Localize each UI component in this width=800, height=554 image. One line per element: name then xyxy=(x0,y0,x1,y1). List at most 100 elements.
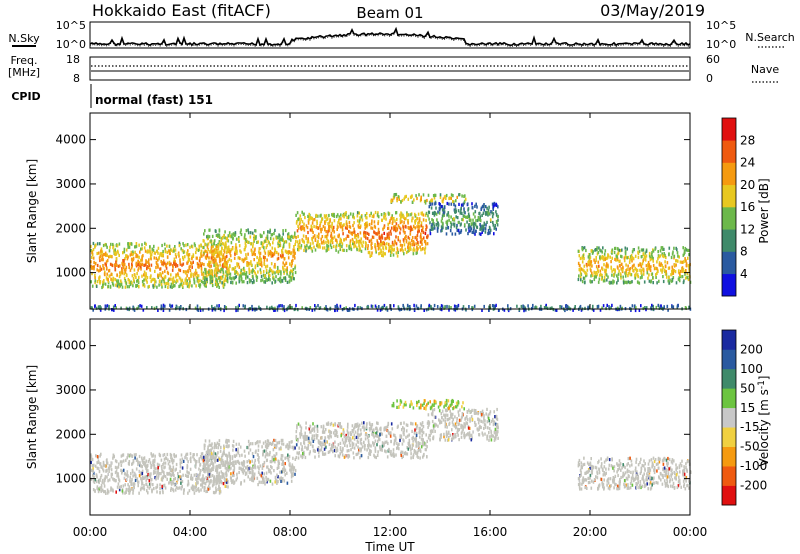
echo-cell xyxy=(339,441,342,445)
echo-cell xyxy=(624,250,627,254)
echo-cell xyxy=(265,453,267,457)
echo-cell xyxy=(371,305,374,309)
echo-cell xyxy=(199,262,202,266)
echo-cell xyxy=(334,238,337,242)
echo-cell xyxy=(110,468,113,472)
echo-cell xyxy=(217,442,220,447)
echo-cell xyxy=(410,227,413,232)
echo-cell xyxy=(366,236,369,241)
echo-cell xyxy=(96,280,99,284)
echo-cell xyxy=(685,248,687,252)
echo-cell xyxy=(629,267,632,271)
echo-cell xyxy=(358,240,360,244)
echo-cell xyxy=(216,441,219,445)
echo-cell xyxy=(328,221,331,225)
echo-cell xyxy=(294,251,296,255)
echo-cell xyxy=(110,277,112,281)
echo-cell xyxy=(454,204,457,208)
echo-cell xyxy=(213,252,216,256)
echo-cell xyxy=(426,198,428,203)
echo-cell xyxy=(614,257,616,261)
echo-cell xyxy=(154,269,156,273)
echo-cell xyxy=(159,487,161,491)
echo-cell xyxy=(617,276,619,280)
echo-cell xyxy=(275,479,278,483)
echo-cell xyxy=(428,217,430,221)
echo-cell xyxy=(628,260,631,264)
echo-cell xyxy=(266,264,269,268)
echo-cell xyxy=(105,263,107,267)
echo-cell xyxy=(156,490,158,494)
echo-cell xyxy=(203,444,206,448)
echo-cell xyxy=(665,270,667,274)
echo-cell xyxy=(270,233,273,237)
echo-cell xyxy=(476,205,478,209)
echo-cell xyxy=(251,459,253,463)
echo-cell xyxy=(209,456,212,460)
echo-cell xyxy=(114,459,117,463)
echo-cell xyxy=(448,214,450,218)
echo-cell xyxy=(289,271,292,275)
echo-cell xyxy=(353,425,356,429)
echo-cell xyxy=(661,306,663,310)
echo-cell xyxy=(406,211,408,215)
echo-cell xyxy=(298,248,300,252)
echo-cell xyxy=(175,255,177,259)
echo-cell xyxy=(231,463,234,467)
echo-cell xyxy=(493,226,496,230)
echo-cell xyxy=(602,255,604,259)
echo-cell xyxy=(273,277,275,281)
echo-cell xyxy=(198,264,201,268)
echo-cell xyxy=(119,282,121,287)
echo-cell xyxy=(448,305,450,309)
echo-cell xyxy=(242,304,245,308)
echo-cell xyxy=(305,236,307,241)
echo-cell xyxy=(160,283,163,287)
echo-cell xyxy=(92,469,94,473)
echo-cell xyxy=(248,459,250,463)
echo-cell xyxy=(96,242,99,246)
echo-cell xyxy=(332,213,335,217)
echo-cell xyxy=(293,253,296,257)
echo-cell xyxy=(92,473,94,477)
echo-cell xyxy=(314,425,316,429)
echo-cell xyxy=(482,211,485,215)
echo-cell xyxy=(262,273,265,277)
echo-cell xyxy=(417,449,420,453)
echo-cell xyxy=(142,476,144,480)
echo-cell xyxy=(223,244,226,248)
echo-cell xyxy=(107,279,109,283)
echo-cell xyxy=(287,453,289,457)
echo-cell xyxy=(110,472,113,476)
echo-cell xyxy=(581,247,583,251)
echo-cell xyxy=(272,448,275,452)
echo-cell xyxy=(366,221,368,225)
echo-cell xyxy=(117,482,120,486)
echo-cell xyxy=(220,455,223,459)
echo-cell xyxy=(148,479,151,483)
echo-cell xyxy=(230,461,233,466)
echo-cell xyxy=(288,274,290,278)
echo-cell xyxy=(290,465,293,469)
echo-cell xyxy=(190,272,192,276)
echo-cell xyxy=(428,205,431,209)
echo-cell xyxy=(152,459,154,463)
echo-cell xyxy=(435,206,437,210)
echo-cell xyxy=(129,479,131,483)
echo-cell xyxy=(280,454,283,458)
echo-cell xyxy=(637,263,640,267)
echo-cell xyxy=(210,458,213,463)
echo-cell xyxy=(246,261,248,265)
echo-cell xyxy=(96,461,98,465)
echo-cell xyxy=(163,261,166,265)
echo-cell xyxy=(228,248,231,252)
echo-cell xyxy=(249,231,252,235)
echo-cell xyxy=(217,480,219,484)
echo-cell xyxy=(105,266,108,270)
echo-cell xyxy=(215,486,217,490)
echo-cell xyxy=(495,227,497,231)
echo-cell xyxy=(158,283,160,287)
echo-cell xyxy=(665,255,667,260)
echo-cell xyxy=(219,449,222,453)
echo-cell xyxy=(320,425,323,429)
